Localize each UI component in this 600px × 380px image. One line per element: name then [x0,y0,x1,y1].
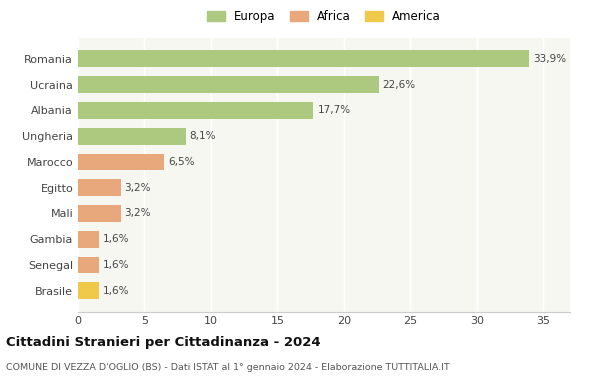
Text: 17,7%: 17,7% [317,105,350,116]
Text: Cittadini Stranieri per Cittadinanza - 2024: Cittadini Stranieri per Cittadinanza - 2… [6,336,320,349]
Bar [78,51,529,67]
Text: 1,6%: 1,6% [103,260,130,270]
Bar [78,154,164,170]
Text: 3,2%: 3,2% [125,209,151,218]
Bar [78,231,99,248]
Text: 6,5%: 6,5% [169,157,195,167]
Text: COMUNE DI VEZZA D'OGLIO (BS) - Dati ISTAT al 1° gennaio 2024 - Elaborazione TUTT: COMUNE DI VEZZA D'OGLIO (BS) - Dati ISTA… [6,363,450,372]
Text: 1,6%: 1,6% [103,234,130,244]
Text: 33,9%: 33,9% [533,54,566,64]
Text: 22,6%: 22,6% [383,79,416,90]
Bar [78,205,121,222]
Bar [78,179,121,196]
Legend: Europa, Africa, America: Europa, Africa, America [203,6,445,27]
Bar [78,102,313,119]
Bar [78,282,99,299]
Bar [78,128,186,144]
Text: 1,6%: 1,6% [103,286,130,296]
Bar [78,256,99,273]
Text: 8,1%: 8,1% [190,131,216,141]
Text: 3,2%: 3,2% [125,183,151,193]
Bar [78,76,379,93]
